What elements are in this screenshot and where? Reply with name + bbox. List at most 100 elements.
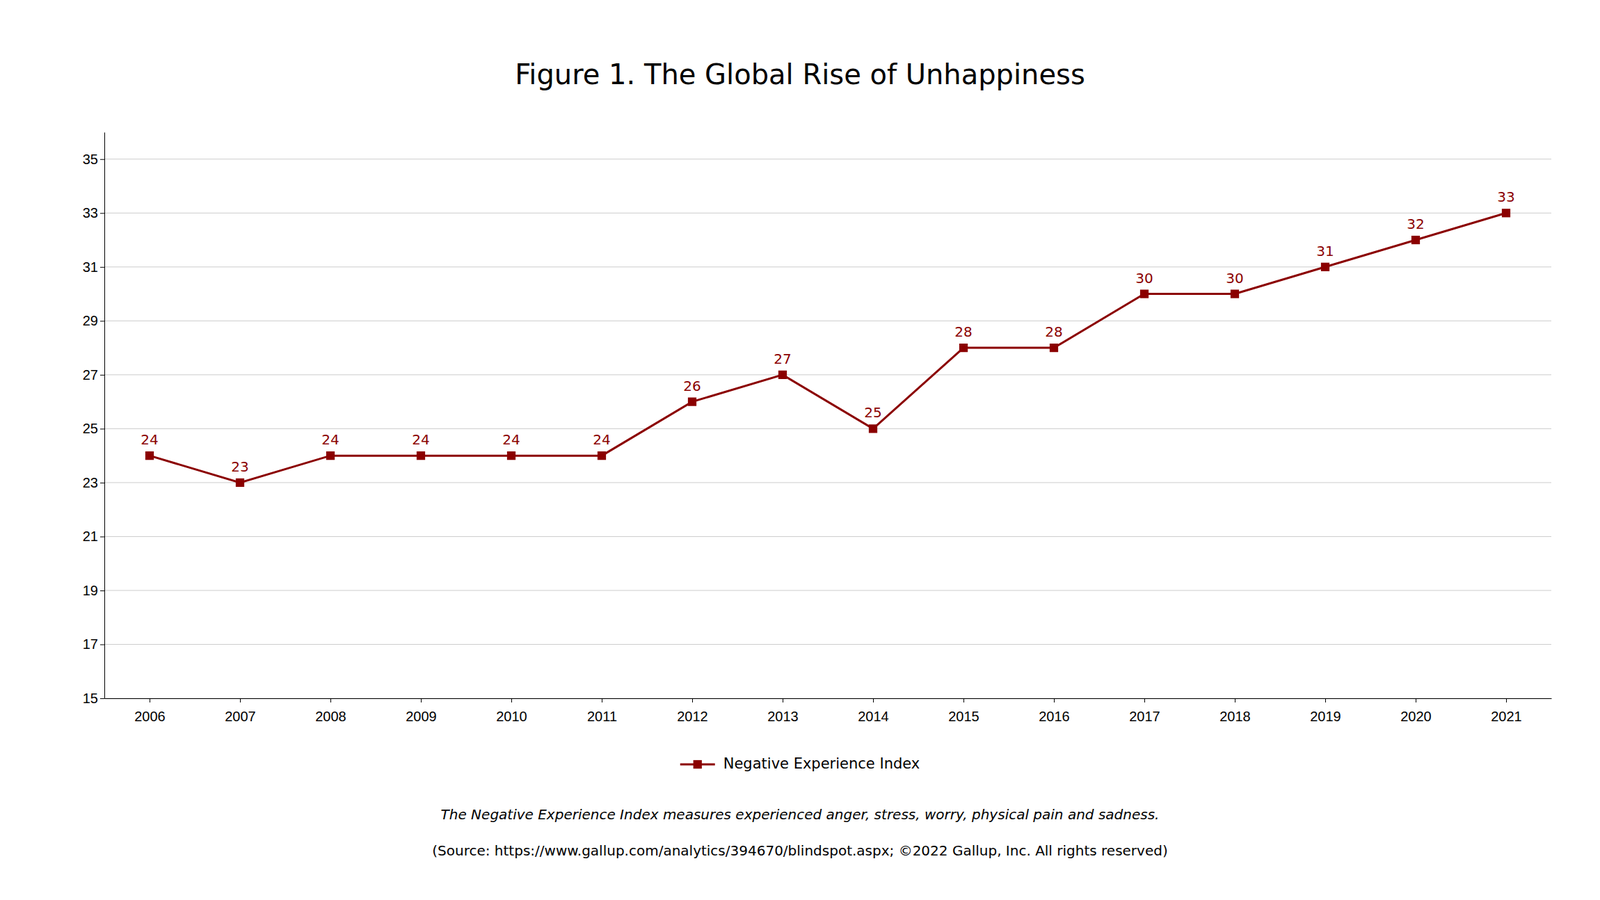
y-tick: 19: [82, 582, 105, 599]
marker: [1049, 343, 1059, 352]
x-tick: 2008: [315, 698, 347, 725]
y-tick-label: 31: [82, 259, 99, 275]
x-tick-label: 2006: [134, 708, 166, 725]
y-tick-label: 35: [82, 151, 99, 167]
x-tick-label: 2021: [1490, 708, 1523, 725]
legend-label: Negative Experience Index: [723, 755, 921, 773]
data-label: 33: [1497, 188, 1515, 206]
y-tick-label: 25: [82, 420, 99, 437]
x-tick: 2010: [496, 698, 528, 725]
data-label: 30: [1225, 269, 1244, 287]
data-label: 26: [683, 377, 701, 395]
x-tick: 2020: [1400, 698, 1432, 725]
annotation: (Source: https://www.gallup.com/analytic…: [432, 842, 1168, 860]
x-tick-label: 2016: [1038, 708, 1070, 725]
y-tick: 23: [82, 475, 105, 491]
x-tick-label: 2013: [767, 708, 799, 725]
y-tick: 15: [82, 690, 105, 707]
marker: [688, 397, 697, 406]
y-tick-mark: [100, 212, 105, 214]
grid-line: [104, 374, 1552, 375]
x-tick: 2019: [1309, 698, 1342, 725]
x-tick: 2014: [857, 698, 890, 725]
x-tick-label: 2017: [1129, 708, 1161, 725]
y-tick: 27: [82, 367, 105, 383]
x-tick-mark: [420, 698, 422, 703]
x-tick: 2007: [224, 698, 256, 725]
y-tick: 35: [82, 151, 105, 167]
y-tick: 21: [82, 528, 105, 544]
marker: [778, 370, 787, 380]
y-tick: 17: [82, 636, 105, 652]
grid-line: [104, 212, 1552, 214]
y-tick-mark: [100, 374, 105, 376]
x-tick-label: 2012: [676, 708, 709, 725]
marker: [597, 451, 606, 460]
x-tick-mark: [1144, 698, 1146, 703]
x-tick-label: 2018: [1219, 708, 1251, 725]
x-tick: 2015: [948, 698, 980, 725]
x-tick-mark: [782, 698, 784, 703]
data-label: 23: [230, 458, 249, 476]
x-tick-label: 2014: [857, 708, 890, 725]
line: [149, 212, 1507, 483]
marker: [868, 424, 878, 433]
x-tick-label: 2009: [405, 708, 437, 725]
data-label: 32: [1406, 215, 1424, 233]
y-tick-label: 27: [82, 367, 99, 383]
marker: [235, 478, 245, 487]
x-tick: 2018: [1219, 698, 1251, 725]
y-tick-label: 21: [82, 528, 99, 544]
data-label: 31: [1316, 242, 1334, 260]
x-tick-label: 2011: [587, 708, 618, 725]
marker: [326, 451, 335, 460]
x-tick-label: 2019: [1309, 708, 1342, 725]
marker: [507, 451, 516, 460]
y-tick-mark: [100, 644, 105, 645]
x-tick-mark: [1053, 698, 1055, 703]
x-tick: 2009: [405, 698, 437, 725]
grid: [104, 159, 1552, 699]
x-tick: 2012: [676, 698, 709, 725]
x-tick-mark: [1234, 698, 1236, 703]
x-tick-label: 2020: [1400, 708, 1432, 725]
x-tick-label: 2015: [948, 708, 980, 725]
data-label: 25: [864, 404, 882, 421]
grid-line: [104, 428, 1552, 430]
x-tick-mark: [330, 698, 332, 703]
x-axis: 2006 2007 2008 2009 2010 2011 2012 2013 2014 2015…: [105, 698, 1552, 725]
x-tick-mark: [873, 698, 874, 703]
legend-item: Negative Experience Index: [680, 755, 921, 773]
x-tick-mark: [601, 698, 603, 703]
x-tick: 2011: [587, 698, 618, 725]
marker: [1140, 289, 1149, 298]
y-tick-mark: [100, 698, 105, 700]
x-tick-label: 2010: [496, 708, 528, 725]
y-tick-label: 19: [82, 582, 99, 599]
data-label: 24: [140, 431, 158, 448]
y-tick-label: 33: [82, 205, 99, 221]
grid-line: [104, 589, 1552, 591]
y-tick-mark: [100, 159, 105, 160]
marks: [145, 208, 1511, 487]
data-label: 24: [502, 431, 520, 448]
marker: [959, 343, 968, 352]
legend-swatch-marker: [693, 760, 702, 769]
data-label: 24: [411, 431, 430, 448]
marker: [1411, 235, 1420, 245]
grid-line: [104, 482, 1552, 483]
data-label: 24: [321, 431, 339, 448]
grid-line: [104, 536, 1552, 538]
x-tick-label: 2008: [315, 708, 347, 725]
data-labels: 24232424242426272528283030313233: [140, 188, 1515, 476]
marker: [145, 451, 154, 460]
grid-line: [104, 644, 1552, 645]
y-tick: 29: [82, 313, 105, 329]
legend: Negative Experience Index: [680, 755, 921, 773]
y-tick-label: 15: [82, 690, 99, 707]
title: Figure 1. The Global Rise of Unhappiness: [514, 58, 1086, 91]
x-tick: 2016: [1038, 698, 1070, 725]
marker: [416, 451, 426, 460]
marker: [1321, 262, 1330, 272]
y-tick-mark: [100, 590, 105, 592]
